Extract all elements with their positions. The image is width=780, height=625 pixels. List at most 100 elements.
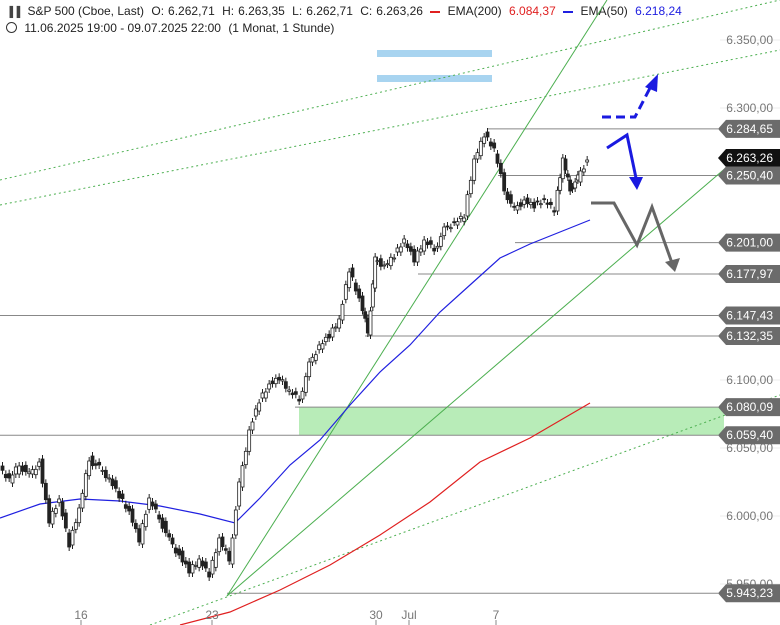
candle-body [127, 505, 132, 512]
candle-body [343, 284, 348, 300]
candle-body [80, 492, 85, 509]
close-value: 6.263,26 [376, 4, 423, 18]
candle-body [422, 239, 427, 252]
x-tick-label: 16 [74, 608, 88, 622]
candle-body [67, 532, 72, 548]
candle-body [542, 198, 547, 201]
candle-body [565, 173, 570, 178]
candle-body [445, 225, 450, 228]
chart-header-ohlc: ▐▐ S&P 500 (Cboe, Last) O: 6.262,71 H: 6.2… [6, 4, 686, 18]
candle-body [492, 142, 497, 149]
candle-body [535, 200, 540, 203]
candle-body [153, 503, 158, 510]
price-tag [718, 306, 780, 325]
candle-body [0, 465, 5, 471]
candle-body [485, 131, 490, 138]
candle-body [33, 468, 38, 476]
candle-body [347, 271, 352, 289]
candle-body [482, 136, 487, 144]
candle-body [117, 490, 122, 499]
candle-body [350, 267, 355, 278]
candle-body [488, 141, 493, 147]
candle-body [300, 390, 305, 400]
candle-body [472, 158, 477, 181]
candle-body [170, 537, 175, 545]
resistance-zone-bar [377, 50, 492, 57]
candle-body [227, 550, 232, 562]
candle-body [270, 380, 275, 385]
candle-body [267, 383, 272, 390]
candle-body [522, 199, 527, 205]
candle-body [287, 389, 292, 392]
candle-body [223, 548, 228, 551]
candle-body [73, 522, 78, 530]
candle-body [70, 529, 75, 546]
candle-body [263, 391, 268, 399]
x-tick-label: 30 [369, 608, 383, 622]
bullish-arrow-head-down [629, 177, 643, 190]
current-price-tag [718, 148, 780, 167]
candle-body [370, 283, 375, 308]
candle-body [442, 226, 447, 237]
clock-icon [6, 22, 17, 33]
price-tag-label: 6.263,26 [726, 151, 773, 165]
candle-body [385, 263, 390, 266]
candle-body [303, 376, 308, 393]
y-tick-label: 6.350,00 [726, 33, 773, 47]
candle-body [317, 344, 322, 351]
candle-body [103, 469, 108, 479]
candle-body [405, 243, 410, 249]
candle-body [330, 327, 335, 338]
candle-body [240, 465, 245, 488]
candle-body [113, 480, 118, 489]
candle-body [17, 465, 22, 475]
candle-body [508, 194, 513, 204]
candle-body [448, 227, 453, 230]
candle-body [478, 140, 483, 157]
candle-body [230, 537, 235, 565]
resistance-zone-bar [377, 75, 492, 82]
bearish-arrow-head [665, 258, 680, 272]
candle-body [568, 179, 573, 192]
candle-body [143, 513, 148, 528]
price-tag [718, 327, 780, 346]
x-axis: 16 23 30 Jul 7 [74, 608, 500, 625]
candle-body [475, 152, 480, 160]
price-tags: 6.284,65 6.263,26 6.250,40 6.201,00 6.177,97… [718, 119, 780, 603]
candle-body [465, 194, 470, 217]
trendline-dotted-top [0, 0, 780, 181]
high-label: H: [222, 4, 235, 18]
candle-body [233, 509, 238, 536]
candle-body [495, 153, 500, 164]
candle-body [197, 558, 202, 568]
ema50-label: EMA(50) [580, 4, 628, 18]
candle-body [183, 560, 188, 565]
candle-body [555, 189, 560, 212]
candle-body [333, 326, 338, 329]
candle-body [50, 510, 55, 525]
candle-body [27, 471, 32, 475]
candle-body [585, 159, 590, 163]
candle-body [90, 455, 95, 467]
bullish-arrow-head [645, 74, 658, 92]
ema200-value: 6.084,37 [509, 4, 556, 18]
horizontal-levels [0, 128, 718, 594]
candle-body [250, 421, 255, 431]
candle-body [432, 247, 437, 252]
candle-body [200, 560, 205, 567]
candle-body [3, 473, 8, 479]
candle-body [213, 552, 218, 568]
candle-body [581, 168, 586, 173]
candle-body [133, 522, 138, 530]
zones [299, 50, 724, 436]
candle-body [313, 354, 318, 361]
candle-body [37, 461, 42, 467]
y-tick-label: 6.300,00 [726, 101, 773, 115]
candle-body [280, 379, 285, 382]
candle-body [243, 450, 248, 466]
candle-body [373, 256, 378, 289]
candle-body [97, 461, 102, 466]
candle-body [43, 482, 48, 501]
